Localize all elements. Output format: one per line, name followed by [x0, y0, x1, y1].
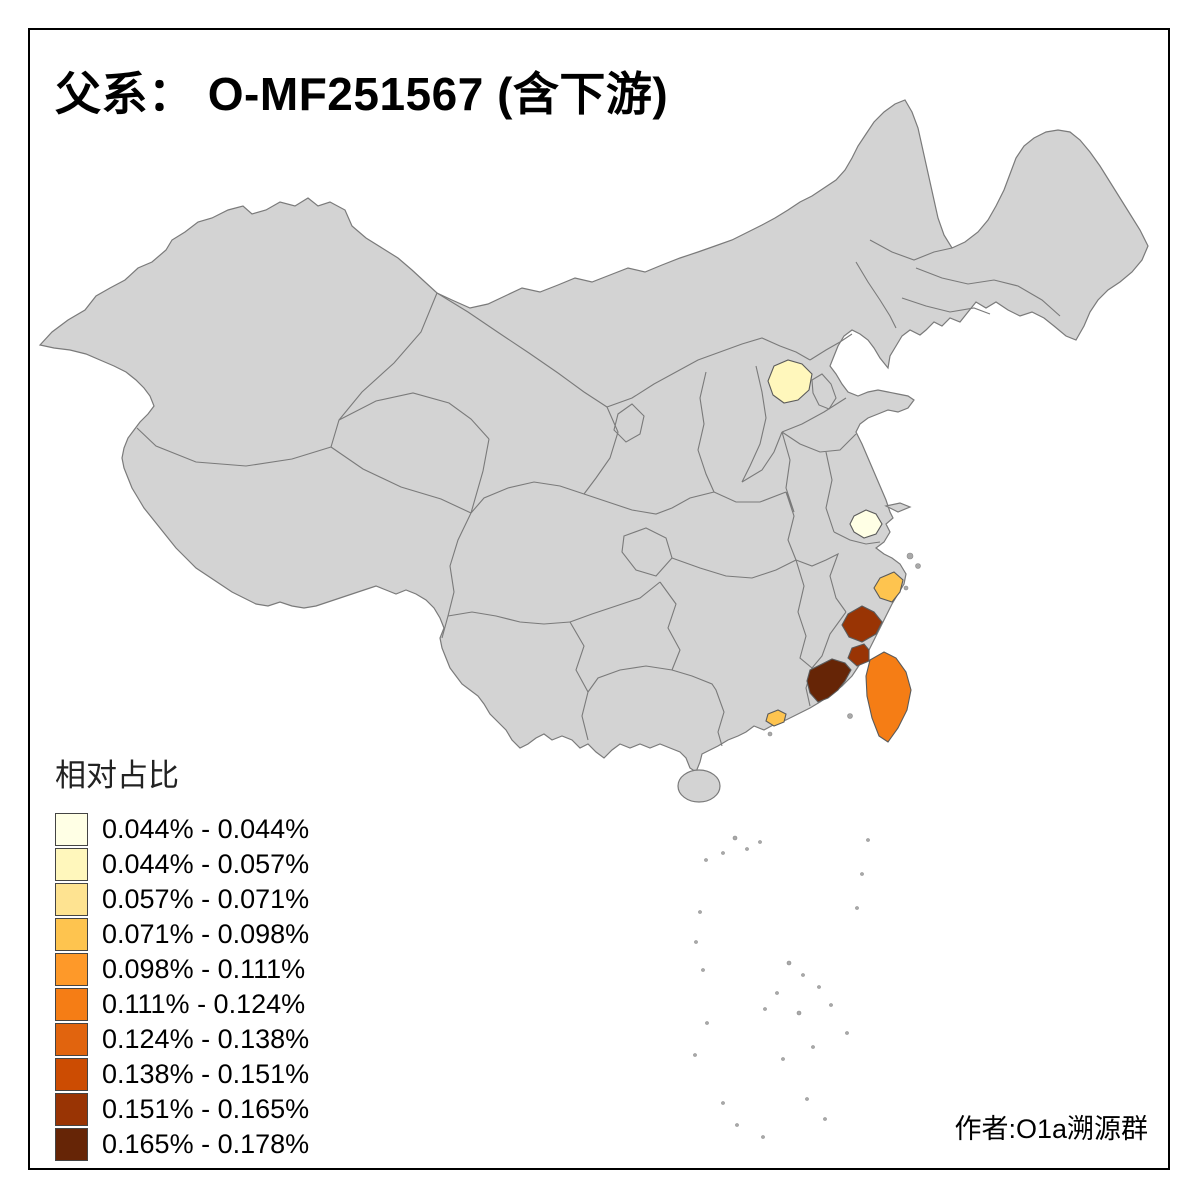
figure-title: 父系： O-MF251567 (含下游) [55, 68, 669, 120]
province-border-line [671, 669, 725, 747]
legend-swatch [55, 1093, 88, 1126]
legend-row: 0.165% - 0.178% [55, 1128, 309, 1161]
province-border-line [569, 621, 589, 741]
region-shanghai [849, 509, 883, 539]
legend-row: 0.124% - 0.138% [55, 1023, 309, 1056]
legend-label: 0.044% - 0.057% [102, 849, 310, 879]
province-border-line [869, 239, 953, 261]
legend-swatch [55, 918, 88, 951]
province-border-line [587, 665, 673, 693]
legend-label: 0.124% - 0.138% [102, 1024, 310, 1054]
province-border-line [613, 403, 645, 443]
legend-swatch [55, 848, 88, 881]
region-fujian-mid [847, 643, 870, 667]
chongming-island [884, 502, 912, 513]
highlighted-regions [765, 359, 912, 743]
legend-row: 0.057% - 0.071% [55, 883, 309, 916]
legend-swatch [55, 1058, 88, 1091]
province-border-line [621, 527, 673, 577]
province-border-line [470, 481, 585, 514]
south-china-sea-islands [693, 835, 870, 1139]
legend-label: 0.098% - 0.111% [102, 954, 306, 984]
legend-label: 0.138% - 0.151% [102, 1059, 310, 1089]
legend: 相对占比 0.044% - 0.044% 0.044% - 0.057% 0.0… [55, 750, 309, 1163]
province-border-line [436, 292, 608, 408]
legend-swatch [55, 813, 88, 846]
province-border-line [833, 531, 881, 545]
legend-label: 0.057% - 0.071% [102, 884, 310, 914]
legend-row: 0.098% - 0.111% [55, 953, 309, 986]
province-border-line [741, 431, 783, 483]
region-fujian-north [841, 605, 883, 643]
province-border-line [781, 431, 857, 453]
province-border-line [809, 333, 853, 361]
province-border-line [330, 292, 438, 448]
province-border-line [825, 451, 835, 533]
islands [677, 502, 921, 803]
legend-label: 0.151% - 0.165% [102, 1094, 310, 1124]
province-border-line [606, 337, 811, 408]
province-borders [136, 239, 1061, 747]
legend-swatch [55, 988, 88, 1021]
province-border-line [781, 397, 847, 433]
province-border-line [795, 552, 847, 613]
province-border-line [136, 427, 332, 467]
province-border-line [811, 373, 837, 410]
legend-row: 0.138% - 0.151% [55, 1058, 309, 1091]
province-border-line [441, 512, 472, 639]
legend-row: 0.071% - 0.098% [55, 918, 309, 951]
province-border-line [583, 491, 715, 515]
province-border-line [915, 267, 1061, 317]
legend-label: 0.044% - 0.044% [102, 814, 310, 844]
legend-swatch [55, 883, 88, 916]
region-zhejiang-coast [873, 571, 904, 603]
province-border-line [811, 611, 847, 669]
legend-row: 0.111% - 0.124% [55, 988, 309, 1021]
province-border-line [781, 431, 795, 513]
province-border-line [470, 438, 490, 514]
province-border-line [671, 557, 797, 579]
province-border-line [697, 371, 715, 493]
province-border-line [447, 611, 571, 625]
province-border-line [741, 365, 767, 483]
legend-swatch [55, 953, 88, 986]
legend-row: 0.044% - 0.057% [55, 848, 309, 881]
legend-row: 0.151% - 0.165% [55, 1093, 309, 1126]
province-border-line [569, 581, 661, 623]
province-border-line [901, 297, 991, 315]
province-border-line [330, 446, 472, 514]
china-mainland [38, 99, 1149, 773]
legend-row: 0.044% - 0.044% [55, 813, 309, 846]
author-credit: 作者:O1a溯源群 [954, 1114, 1148, 1144]
province-border-line [659, 581, 681, 671]
region-fujian-south [806, 658, 852, 703]
legend-label: 0.071% - 0.098% [102, 919, 310, 949]
province-border-line [785, 491, 797, 561]
legend-label: 0.165% - 0.178% [102, 1129, 310, 1159]
region-taiwan [865, 651, 912, 743]
legend-swatch [55, 1023, 88, 1056]
legend-swatch [55, 1128, 88, 1161]
province-border-line [795, 559, 813, 669]
legend-title: 相对占比 [55, 758, 179, 793]
hainan-island [677, 769, 721, 803]
legend-label: 0.111% - 0.124% [102, 989, 306, 1019]
region-beijing [767, 359, 813, 404]
region-guangdong-coast [765, 709, 787, 727]
province-border-line [338, 392, 490, 440]
province-border-line [583, 406, 619, 495]
province-border-line [855, 261, 897, 329]
province-border-line [713, 491, 787, 503]
